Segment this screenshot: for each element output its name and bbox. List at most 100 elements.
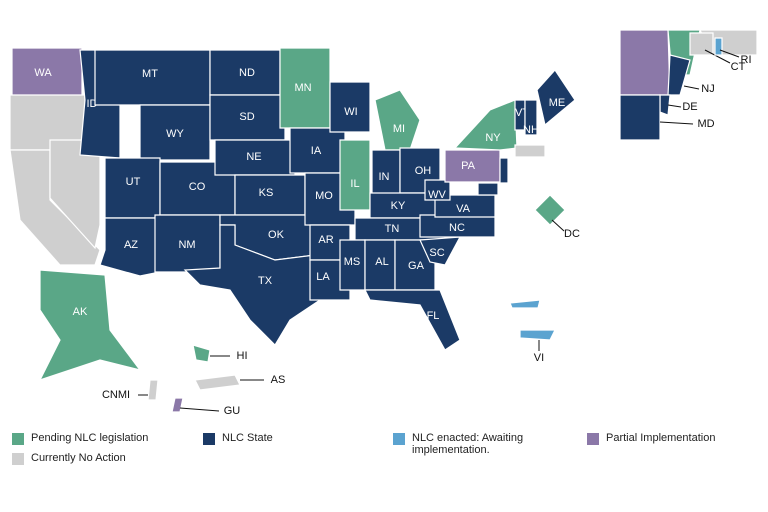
- region: [339, 139, 371, 211]
- region-label: ID: [87, 98, 98, 110]
- region-label: MT: [142, 68, 158, 80]
- region: [714, 37, 723, 56]
- region-label: IL: [350, 178, 359, 190]
- legend-item: NLC enacted: Awaiting implementation.: [393, 432, 543, 456]
- region-label: AZ: [124, 239, 138, 251]
- region-label: DC: [564, 228, 580, 240]
- region-label: GA: [408, 260, 425, 272]
- region-label: KS: [259, 187, 274, 199]
- region-label: OH: [415, 165, 432, 177]
- region: [534, 194, 566, 226]
- map: WA ID MT WY UT CO AZ NM ND SD NE KS OK TX MN IA MO AR LA WI…: [9, 29, 758, 417]
- region: [364, 289, 461, 351]
- region: [104, 157, 161, 219]
- region-label: TX: [258, 275, 273, 287]
- callout-line: [704, 49, 731, 64]
- region: [374, 89, 421, 151]
- region: [329, 81, 371, 133]
- region: [171, 397, 184, 413]
- legend-item: Partial Implementation: [587, 432, 757, 445]
- legend-item: NLC State: [203, 432, 373, 445]
- region-label: AS: [271, 374, 286, 386]
- legend-label: NLC enacted: Awaiting implementation.: [412, 432, 524, 456]
- region-label: WY: [166, 128, 184, 140]
- region: [689, 32, 714, 56]
- legend-item: Pending NLC legislation: [12, 432, 182, 445]
- region: [38, 269, 142, 382]
- region-label: NJ: [701, 83, 714, 95]
- region: [194, 374, 241, 391]
- region: [139, 104, 211, 161]
- region-label: ND: [239, 67, 255, 79]
- region-label: WA: [34, 67, 52, 79]
- region-label: NH: [523, 124, 539, 136]
- legend-swatch: [12, 433, 24, 445]
- callout-line: [719, 49, 740, 58]
- region-label: IA: [311, 145, 322, 157]
- region-label: MS: [344, 256, 361, 268]
- region-label: VI: [534, 352, 544, 364]
- region-label: AK: [73, 306, 88, 318]
- legend-label: Partial Implementation: [606, 432, 716, 444]
- region-label: WV: [428, 189, 446, 201]
- region-label: NC: [449, 222, 465, 234]
- legend-swatch: [587, 433, 599, 445]
- region: [147, 379, 159, 401]
- region-label: IN: [379, 171, 390, 183]
- region-label: AR: [318, 234, 333, 246]
- region: [477, 182, 499, 196]
- legend-label: Currently No Action: [31, 452, 126, 464]
- region: [419, 236, 462, 266]
- region-label: NY: [485, 132, 501, 144]
- region-label: SC: [429, 247, 444, 259]
- region-label: GU: [224, 405, 241, 417]
- region-label: MD: [697, 118, 714, 130]
- region-label: HI: [237, 350, 248, 362]
- region: [619, 29, 671, 96]
- region-label: CO: [189, 181, 206, 193]
- region: [514, 144, 546, 158]
- region-label: NE: [246, 151, 261, 163]
- callout-line: [179, 407, 220, 412]
- callout-line: [551, 219, 565, 232]
- region: [619, 94, 661, 141]
- region-label: FL: [427, 310, 440, 322]
- region-label: WI: [344, 106, 357, 118]
- region-label: ME: [549, 97, 566, 109]
- region-label: CNMI: [102, 389, 130, 401]
- region: [499, 157, 509, 184]
- legend-item: Currently No Action: [12, 452, 182, 465]
- callout-line: [683, 85, 700, 90]
- region-label: KY: [391, 200, 406, 212]
- region: [509, 299, 541, 309]
- callout-line: [659, 121, 694, 125]
- region-label: UT: [126, 176, 141, 188]
- region: [536, 69, 576, 127]
- region: [424, 179, 451, 201]
- region-label: VA: [456, 203, 471, 215]
- region-label: MO: [315, 190, 333, 202]
- region-label: LA: [316, 271, 330, 283]
- region-label: NM: [178, 239, 195, 251]
- legend-swatch: [203, 433, 215, 445]
- region-label: MI: [393, 123, 405, 135]
- region: [524, 99, 538, 136]
- legend-swatch: [393, 433, 405, 445]
- region-label: PA: [461, 160, 476, 172]
- callout-line: [667, 104, 682, 108]
- region-label: SD: [239, 111, 254, 123]
- region-label: RI: [741, 54, 752, 66]
- region: [192, 344, 211, 363]
- region: [667, 54, 691, 96]
- region: [519, 329, 556, 341]
- legend-swatch: [12, 453, 24, 465]
- region: [183, 224, 321, 346]
- legend-label: NLC State: [222, 432, 273, 444]
- region-label: OK: [268, 229, 285, 241]
- region-label: MN: [294, 82, 311, 94]
- region-label: AL: [375, 256, 388, 268]
- region-label: DE: [682, 101, 697, 113]
- legend-label: Pending NLC legislation: [31, 432, 149, 444]
- region-label: TN: [385, 223, 400, 235]
